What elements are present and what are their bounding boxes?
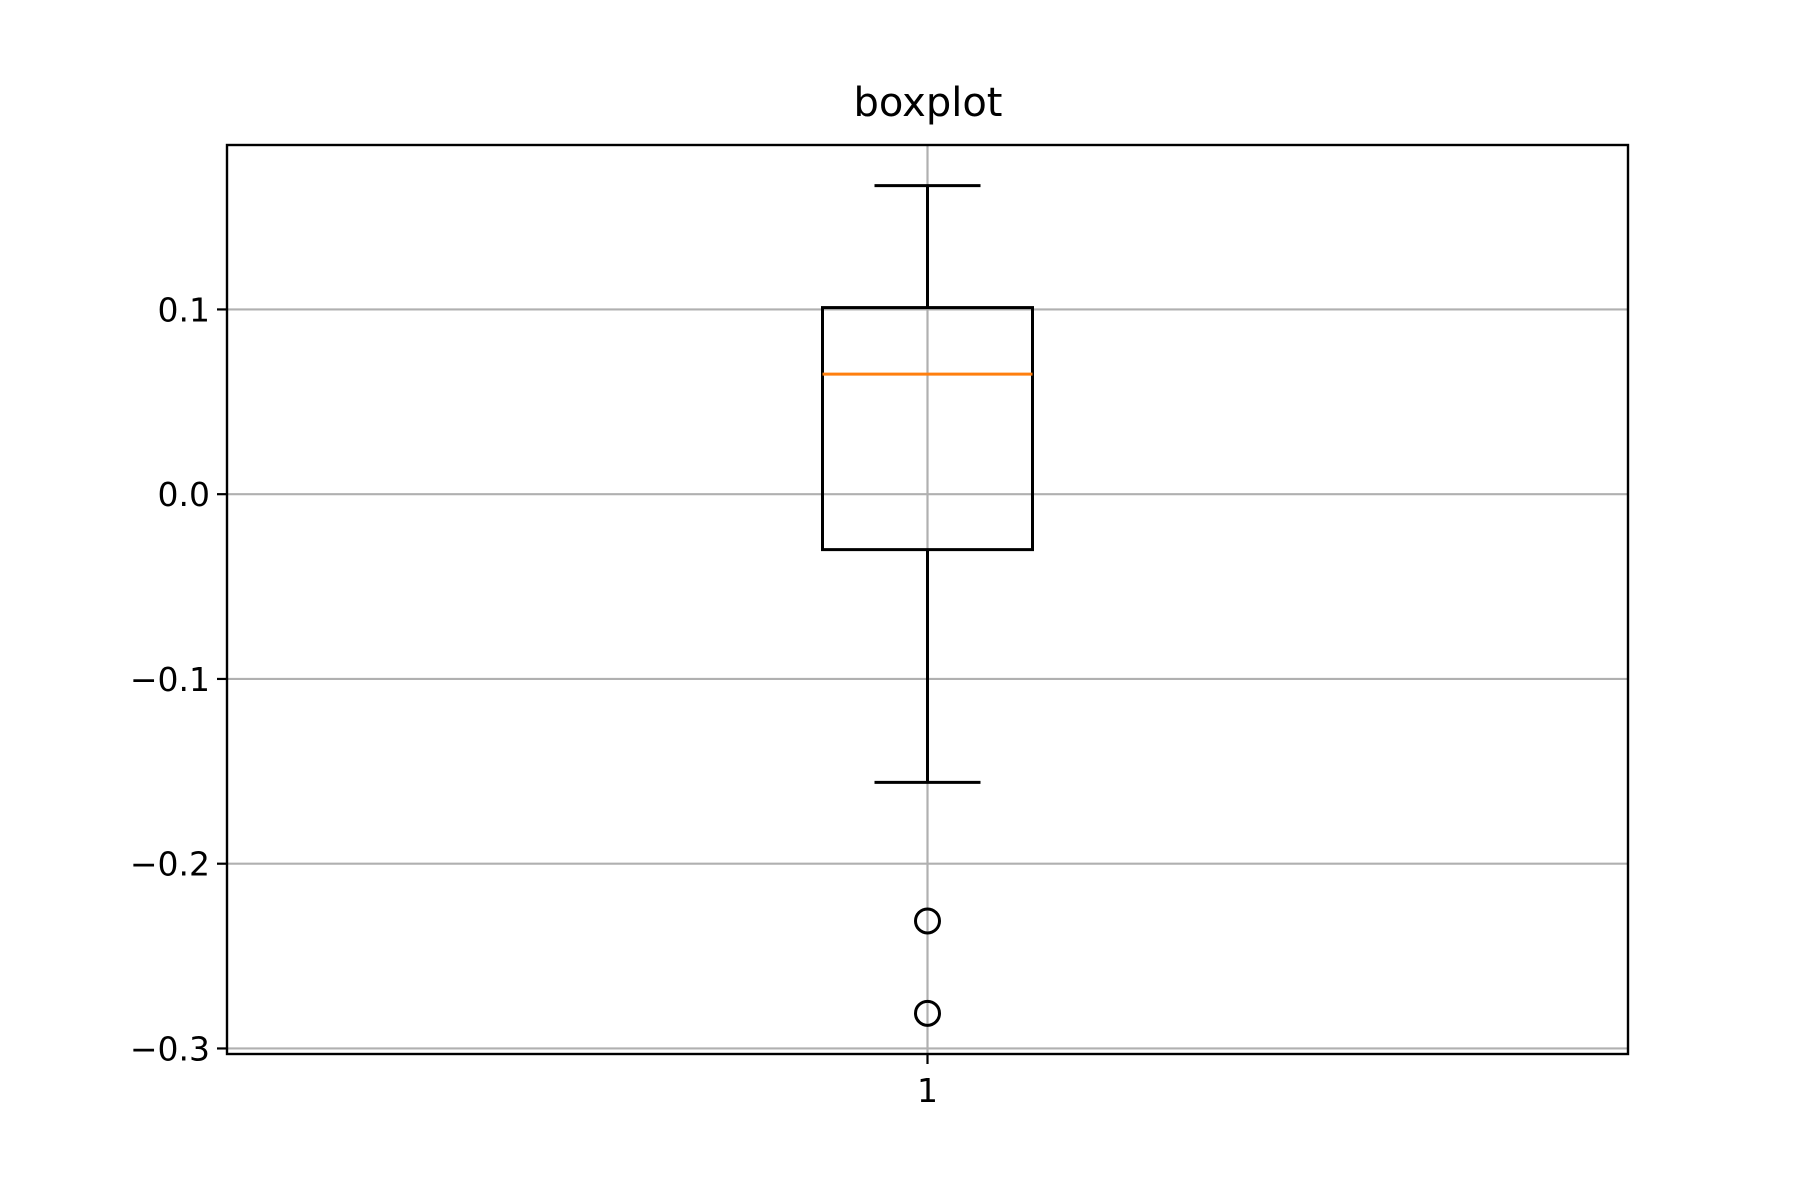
box-layer bbox=[821, 184, 1034, 1027]
x-tick-label: 1 bbox=[917, 1071, 938, 1110]
box-iqr bbox=[821, 306, 1034, 552]
y-tick-label: −0.1 bbox=[130, 660, 210, 699]
outlier-point bbox=[914, 907, 941, 935]
outlier-point bbox=[914, 999, 941, 1027]
y-tick-label: −0.3 bbox=[130, 1029, 210, 1068]
axes: 0.1 0.0 −0.1 −0.2 −0.3 1 bbox=[130, 290, 938, 1110]
y-tick-label: 0.0 bbox=[158, 475, 210, 514]
y-tick-label: −0.2 bbox=[130, 845, 210, 884]
y-tick-label: 0.1 bbox=[158, 290, 210, 329]
chart-title: boxplot bbox=[854, 80, 1003, 126]
